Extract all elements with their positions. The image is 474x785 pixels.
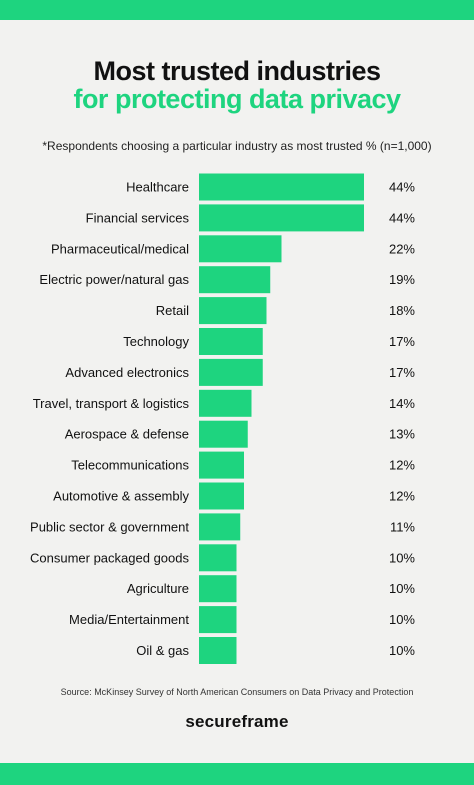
value-label: 10% — [389, 612, 415, 627]
category-label: Automotive & assembly — [53, 489, 189, 504]
category-label: Oil & gas — [136, 643, 189, 658]
category-label: Agriculture — [127, 581, 189, 596]
category-label: Technology — [123, 334, 189, 349]
bar — [199, 420, 248, 448]
category-label: Retail — [156, 303, 189, 318]
chart-title-line2: for protecting data privacy — [73, 84, 401, 114]
category-label: Travel, transport & logistics — [33, 396, 190, 411]
bar — [199, 389, 252, 417]
value-label: 13% — [389, 427, 415, 442]
brand-logo: secureframe — [185, 712, 289, 731]
bar-chart: Healthcare 44% Financial services 44% Pharma… — [30, 173, 415, 664]
category-label: Electric power/natural gas — [39, 272, 189, 287]
value-label: 14% — [389, 396, 415, 411]
bar — [199, 606, 237, 634]
chart-title-line1: Most trusted industries — [93, 56, 381, 86]
bar — [199, 328, 263, 355]
value-label: 12% — [389, 489, 415, 504]
bar — [199, 358, 263, 386]
bottom-accent-bar — [0, 763, 474, 785]
value-label: 22% — [389, 241, 415, 256]
bar — [199, 173, 364, 201]
category-label: Telecommunications — [71, 458, 189, 473]
value-label: 17% — [389, 365, 415, 380]
bar — [199, 482, 244, 510]
chart-subtitle: *Respondents choosing a particular indus… — [42, 139, 432, 153]
bar — [199, 544, 237, 572]
bar — [199, 266, 271, 294]
value-label: 12% — [389, 458, 415, 473]
value-label: 44% — [389, 180, 415, 195]
value-label: 44% — [389, 210, 415, 225]
bar — [199, 235, 282, 263]
category-label: Consumer packaged goods — [30, 550, 189, 565]
source-note: Source: McKinsey Survey of North America… — [60, 687, 414, 697]
value-label: 18% — [389, 303, 415, 318]
value-label: 19% — [389, 272, 415, 287]
category-label: Aerospace & defense — [65, 427, 189, 442]
value-label: 10% — [389, 581, 415, 596]
category-label: Pharmaceutical/medical — [51, 241, 189, 256]
top-accent-bar — [0, 0, 474, 20]
category-label: Financial services — [86, 210, 190, 225]
value-label: 10% — [389, 550, 415, 565]
bar — [199, 575, 237, 603]
value-label: 11% — [390, 519, 415, 534]
bar — [199, 637, 237, 664]
category-label: Advanced electronics — [65, 365, 189, 380]
bar — [199, 297, 267, 325]
bar — [199, 204, 364, 232]
bar — [199, 513, 241, 541]
bar — [199, 451, 244, 479]
category-label: Media/Entertainment — [69, 612, 189, 627]
value-label: 10% — [389, 643, 415, 658]
category-label: Healthcare — [126, 180, 189, 195]
category-label: Public sector & government — [30, 519, 189, 534]
value-label: 17% — [389, 334, 415, 349]
